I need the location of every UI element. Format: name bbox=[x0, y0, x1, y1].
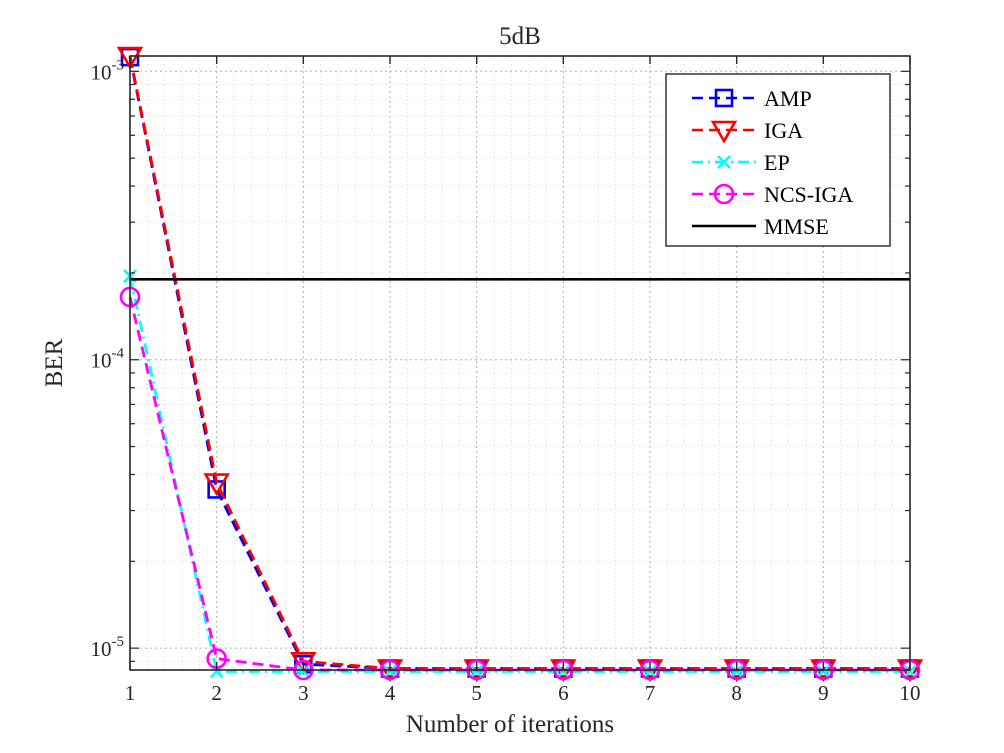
data-point bbox=[116, 46, 144, 70]
y-tick-label: 10-4 bbox=[91, 346, 125, 373]
legend-entry: AMP bbox=[692, 86, 812, 111]
chart-title: 5dB bbox=[499, 23, 541, 50]
x-tick-label: 2 bbox=[211, 681, 222, 705]
legend-entry: EP bbox=[692, 150, 790, 175]
legend: AMP IGA EP NCS-IGA MMSE bbox=[665, 73, 891, 247]
x-tick-label: 7 bbox=[645, 681, 656, 705]
y-tick-label: 10-3 bbox=[91, 57, 125, 84]
data-point bbox=[710, 120, 738, 144]
legend-label: MMSE bbox=[764, 214, 829, 239]
y-axis-label: BER bbox=[41, 338, 68, 387]
x-tick-label: 8 bbox=[731, 681, 742, 705]
data-point bbox=[713, 183, 735, 205]
legend-label: AMP bbox=[764, 86, 812, 111]
y-tick-label: 10-5 bbox=[91, 634, 125, 661]
x-tick-label: 1 bbox=[125, 681, 136, 705]
data-point bbox=[729, 664, 744, 679]
data-point bbox=[383, 664, 397, 679]
x-axis-label: Number of iterations bbox=[406, 711, 614, 738]
series-ep bbox=[123, 269, 917, 679]
ticks: 1 2 3 4 5 6 7 8 9 10 10-3 10-4 10-5 bbox=[91, 56, 921, 705]
x-tick-label: 5 bbox=[471, 681, 482, 705]
legend-label: NCS-IGA bbox=[764, 182, 853, 207]
data-point bbox=[643, 664, 657, 679]
data-point bbox=[714, 88, 734, 108]
legend-entry: NCS-IGA bbox=[692, 182, 853, 207]
data-point bbox=[296, 664, 311, 679]
x-tick-label: 9 bbox=[818, 681, 829, 705]
x-tick-label: 4 bbox=[385, 681, 396, 705]
data-point bbox=[203, 473, 230, 497]
legend-entry: MMSE bbox=[692, 214, 829, 239]
data-point bbox=[469, 664, 484, 679]
x-tick-label: 10 bbox=[900, 681, 921, 705]
x-tick-label: 3 bbox=[298, 681, 309, 705]
series-line bbox=[128, 275, 910, 673]
series-line bbox=[128, 55, 910, 670]
data-point bbox=[816, 664, 831, 679]
legend-label: EP bbox=[764, 150, 790, 175]
legend-box bbox=[665, 73, 891, 247]
data-point bbox=[556, 664, 571, 679]
x-tick-label: 6 bbox=[558, 681, 569, 705]
legend-entry: IGA bbox=[692, 118, 803, 144]
axes-box bbox=[129, 55, 911, 671]
data-point bbox=[717, 155, 731, 169]
data-point bbox=[903, 664, 917, 679]
legend-label: IGA bbox=[764, 118, 803, 143]
